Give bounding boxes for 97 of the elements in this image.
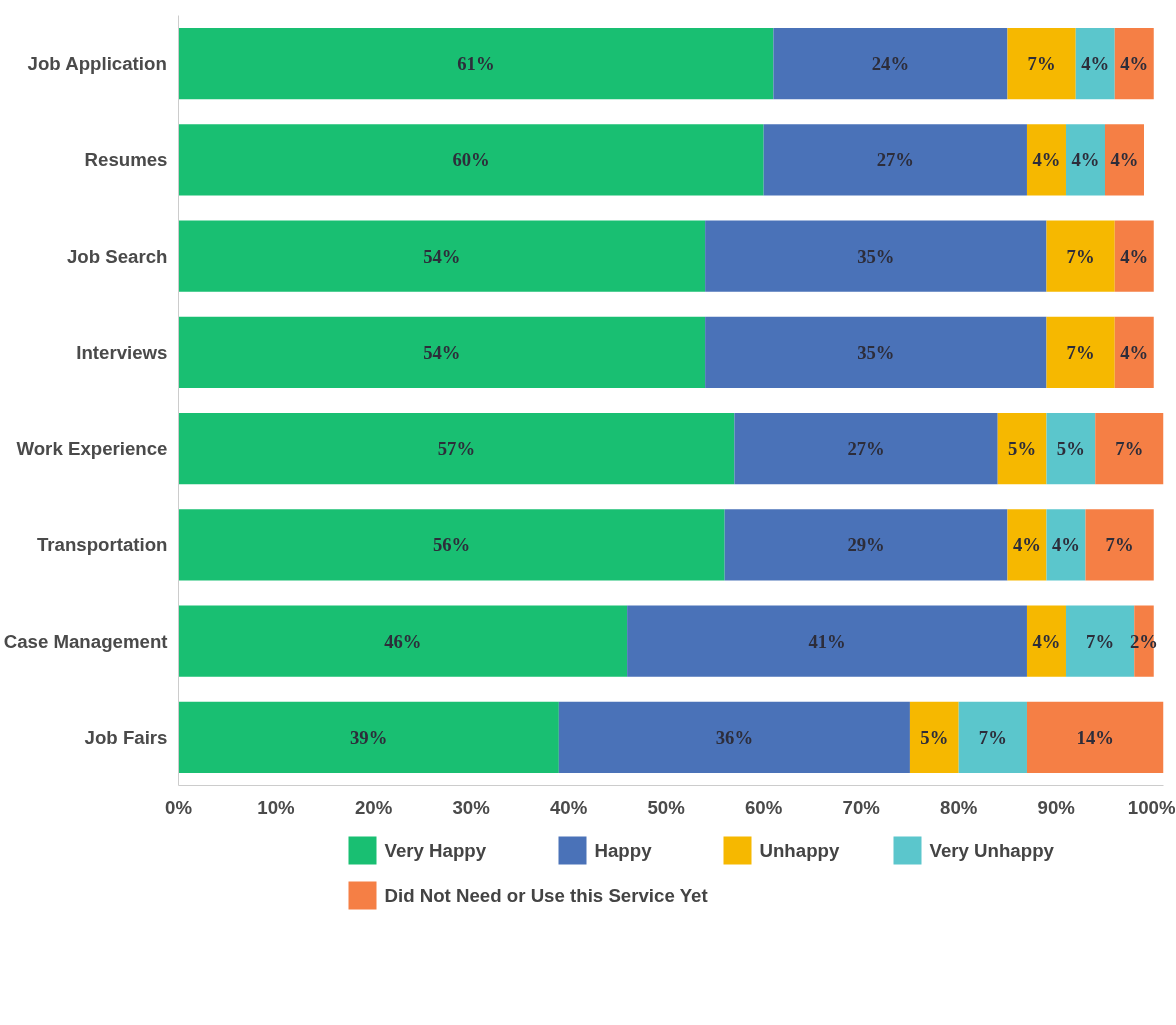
legend-label: Very Unhappy [929,840,1055,861]
bar [1026,605,1066,677]
data-label: 27% [847,438,885,460]
bar [1104,124,1144,196]
bar [1114,28,1154,100]
y-tick-label: Job Search [66,245,168,267]
y-tick-label: Work Experience [16,438,168,460]
legend-label: Did Not Need or Use this Service Yet [384,885,708,906]
bar [958,701,1027,773]
data-label: 5% [920,726,949,748]
y-tick-label: Resumes [84,149,168,171]
bar [1046,509,1086,581]
data-label: 35% [857,245,895,267]
y-tick-label: Interviews [76,341,168,363]
data-label: 7% [1027,53,1056,75]
bar [1075,28,1115,100]
data-label: 4% [1120,341,1149,363]
data-label: 24% [871,53,910,75]
data-label: 14% [1076,726,1114,748]
data-label: 39% [350,726,388,748]
bar [1007,509,1047,581]
bar [1114,220,1154,292]
bar [1026,124,1066,196]
bar [627,605,1027,677]
bar [178,605,628,677]
x-tick-label: 70% [842,796,881,818]
data-label: 35% [857,341,895,363]
data-label: 7% [1066,341,1095,363]
legend-label: Unhappy [759,840,840,861]
data-label: 7% [1086,630,1115,652]
data-label: 4% [1032,630,1061,652]
bar [1046,413,1096,485]
legend-label: Happy [594,840,653,861]
bar [178,316,706,388]
data-label: 5% [1056,438,1085,460]
x-tick-label: 30% [452,796,491,818]
data-label: 29% [847,534,885,556]
data-label: 4% [1051,534,1080,556]
data-label: 4% [1120,245,1149,267]
bar [178,124,764,196]
x-tick-label: 100% [1127,796,1176,818]
data-label: 7% [1105,534,1134,556]
data-label: 46% [384,630,422,652]
bar [178,220,706,292]
y-tick-label: Case Management [3,630,168,652]
bar [1007,28,1076,100]
x-tick-label: 20% [354,796,393,818]
bar [178,28,774,100]
data-label: 7% [1066,245,1095,267]
data-label: 56% [432,534,471,556]
bar [178,509,725,581]
x-tick-label: 80% [940,796,978,818]
x-tick-label: 10% [257,796,296,818]
data-label: 57% [437,438,476,460]
bar [1114,316,1154,388]
legend-label: Very Happy [384,840,487,861]
bar [1046,316,1115,388]
bar [1026,701,1164,773]
bar [1046,220,1115,292]
data-label: 4% [1012,534,1041,556]
y-tick-label: Transportation [36,534,168,556]
data-label: 41% [808,630,846,652]
data-label: 7% [978,726,1007,748]
data-label: 54% [423,341,461,363]
data-label: 36% [715,726,754,748]
data-label: 4% [1120,53,1149,75]
bar [1085,509,1154,581]
bar [724,509,1008,581]
data-label: 4% [1071,149,1100,171]
bar [178,413,735,485]
data-label: 7% [1115,438,1144,460]
bar [734,413,998,485]
bar [178,701,559,773]
bar [1095,413,1164,485]
data-label: 4% [1110,149,1139,171]
data-label: 61% [457,53,495,75]
bar [705,316,1047,388]
y-tick-label: Job Application [27,53,167,75]
bar [773,28,1008,100]
bar [1065,124,1105,196]
bar [558,701,910,773]
data-label: 4% [1032,149,1061,171]
data-label: 4% [1081,53,1110,75]
data-label: 5% [1008,438,1037,460]
x-tick-label: 40% [549,796,588,818]
x-tick-label: 90% [1037,796,1076,818]
bar [909,701,959,773]
x-tick-label: 50% [647,796,686,818]
data-label: 27% [876,149,914,171]
x-tick-label: 0% [165,796,193,818]
bar [705,220,1047,292]
data-label: 54% [423,245,461,267]
bar [997,413,1047,485]
data-label: 60% [452,149,490,171]
y-tick-label: Job Fairs [84,726,168,748]
bar [763,124,1027,196]
x-tick-label: 60% [744,796,783,818]
